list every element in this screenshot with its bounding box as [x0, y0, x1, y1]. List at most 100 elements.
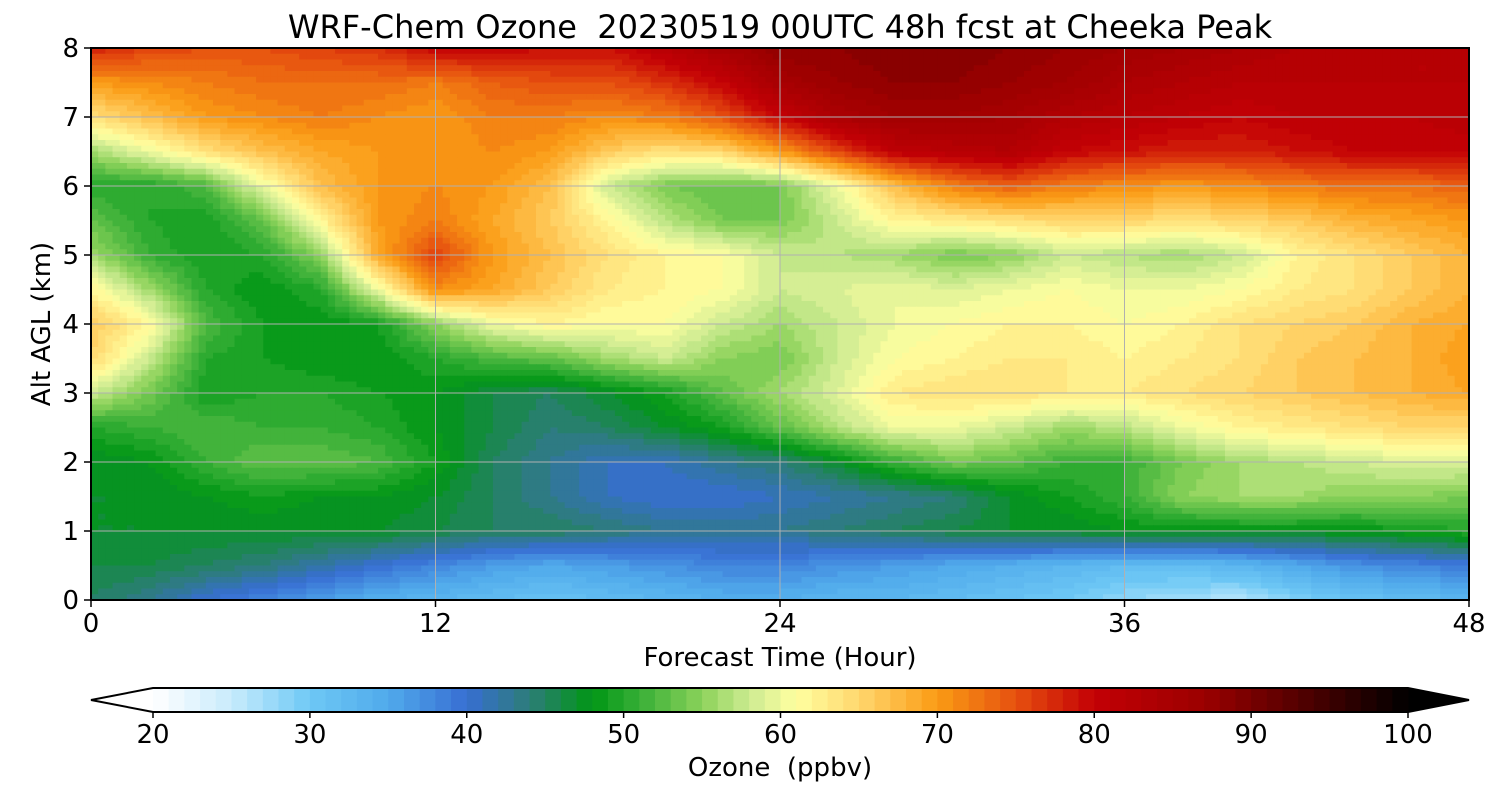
heatmap-cell [1346, 134, 1355, 141]
heatmap-cell [880, 122, 889, 130]
heatmap-cell [1368, 157, 1377, 164]
heatmap-cell [191, 99, 200, 107]
heatmap-cell [693, 168, 702, 176]
heatmap-cell [105, 71, 114, 78]
heatmap-cell [945, 122, 953, 130]
heatmap-cell [722, 157, 731, 164]
heatmap-cell [392, 163, 401, 170]
heatmap-cell [543, 163, 551, 170]
heatmap-cell [1153, 88, 1161, 95]
heatmap-cell [1411, 145, 1420, 153]
heatmap-cell [844, 117, 853, 124]
heatmap-cell [263, 65, 272, 72]
heatmap-cell [1038, 191, 1047, 199]
heatmap-cell [858, 140, 867, 147]
heatmap-cell [342, 76, 350, 84]
heatmap-cell [1289, 191, 1298, 199]
heatmap-cell [657, 128, 666, 135]
heatmap-cell [119, 82, 128, 89]
heatmap-cell [930, 186, 939, 193]
heatmap-cell [1196, 140, 1205, 147]
heatmap-cell [1303, 168, 1312, 176]
heatmap-cell [830, 59, 839, 66]
heatmap-cell [758, 145, 767, 153]
heatmap-cell [119, 168, 128, 176]
heatmap-cell [571, 117, 580, 124]
heatmap-cell [780, 99, 788, 107]
heatmap-cell [428, 99, 437, 107]
heatmap-cell [1124, 180, 1133, 187]
heatmap-cell [887, 117, 896, 124]
heatmap-cell [708, 140, 717, 147]
heatmap-cell [291, 76, 300, 84]
heatmap-cell [442, 186, 451, 193]
heatmap-cell [1454, 128, 1463, 135]
heatmap-cell [1174, 168, 1183, 176]
heatmap-cell [363, 151, 372, 158]
heatmap-cell [1382, 111, 1391, 118]
heatmap-cell [973, 186, 982, 193]
heatmap-cell [535, 134, 544, 141]
heatmap-cell [342, 186, 350, 193]
heatmap-cell [557, 117, 566, 124]
heatmap-cell [112, 134, 121, 141]
heatmap-cell [1052, 76, 1061, 84]
heatmap-cell [1404, 134, 1413, 141]
heatmap-cell [234, 94, 243, 101]
heatmap-cell [909, 163, 917, 170]
heatmap-cell [500, 134, 508, 141]
heatmap-cell [1411, 128, 1420, 135]
heatmap-cell [937, 140, 946, 147]
heatmap-cell [894, 140, 903, 147]
heatmap-cell [1361, 191, 1370, 199]
heatmap-cell [665, 59, 673, 66]
heatmap-cell [622, 76, 630, 84]
heatmap-cell [622, 48, 630, 55]
heatmap-cell [500, 174, 508, 181]
heatmap-cell [1181, 88, 1190, 95]
heatmap-cell [708, 53, 717, 61]
heatmap-cell [385, 134, 394, 141]
heatmap-cell [1016, 168, 1025, 176]
heatmap-cell [550, 88, 559, 95]
heatmap-cell [342, 157, 350, 164]
heatmap-cell [930, 53, 939, 61]
heatmap-cell [256, 105, 264, 112]
heatmap-cell [715, 163, 724, 170]
heatmap-cell [880, 180, 889, 187]
heatmap-cell [1016, 48, 1025, 55]
heatmap-cell [1390, 48, 1398, 55]
heatmap-cell [141, 94, 150, 101]
heatmap-cell [148, 111, 157, 118]
heatmap-cell [162, 151, 171, 158]
heatmap-cell [693, 180, 702, 187]
heatmap-cell [399, 59, 408, 66]
heatmap-cell [406, 82, 415, 89]
heatmap-cell [478, 99, 487, 107]
heatmap-cell [478, 140, 487, 147]
heatmap-cell [751, 151, 760, 158]
heatmap-cell [722, 186, 731, 193]
heatmap-cell [1382, 145, 1391, 153]
heatmap-cell [686, 105, 695, 112]
heatmap-cell [284, 88, 293, 95]
heatmap-cell [1217, 180, 1226, 187]
heatmap-cell [184, 48, 193, 55]
heatmap-cell [1318, 99, 1327, 107]
heatmap-cell [708, 134, 717, 141]
heatmap-cell [858, 157, 867, 164]
heatmap-cell [837, 71, 846, 78]
heatmap-cell [571, 59, 580, 66]
heatmap-cell [744, 186, 752, 193]
heatmap-cell [213, 53, 221, 61]
heatmap-cell [1303, 105, 1312, 112]
heatmap-cell [177, 157, 185, 164]
heatmap-cell [1325, 59, 1334, 66]
heatmap-cell [1397, 48, 1406, 55]
heatmap-cell [464, 151, 472, 158]
heatmap-cell [571, 145, 580, 153]
heatmap-cell [1361, 180, 1370, 187]
heatmap-cell [327, 111, 336, 118]
heatmap-cell [657, 94, 666, 101]
heatmap-cell [1067, 168, 1075, 176]
